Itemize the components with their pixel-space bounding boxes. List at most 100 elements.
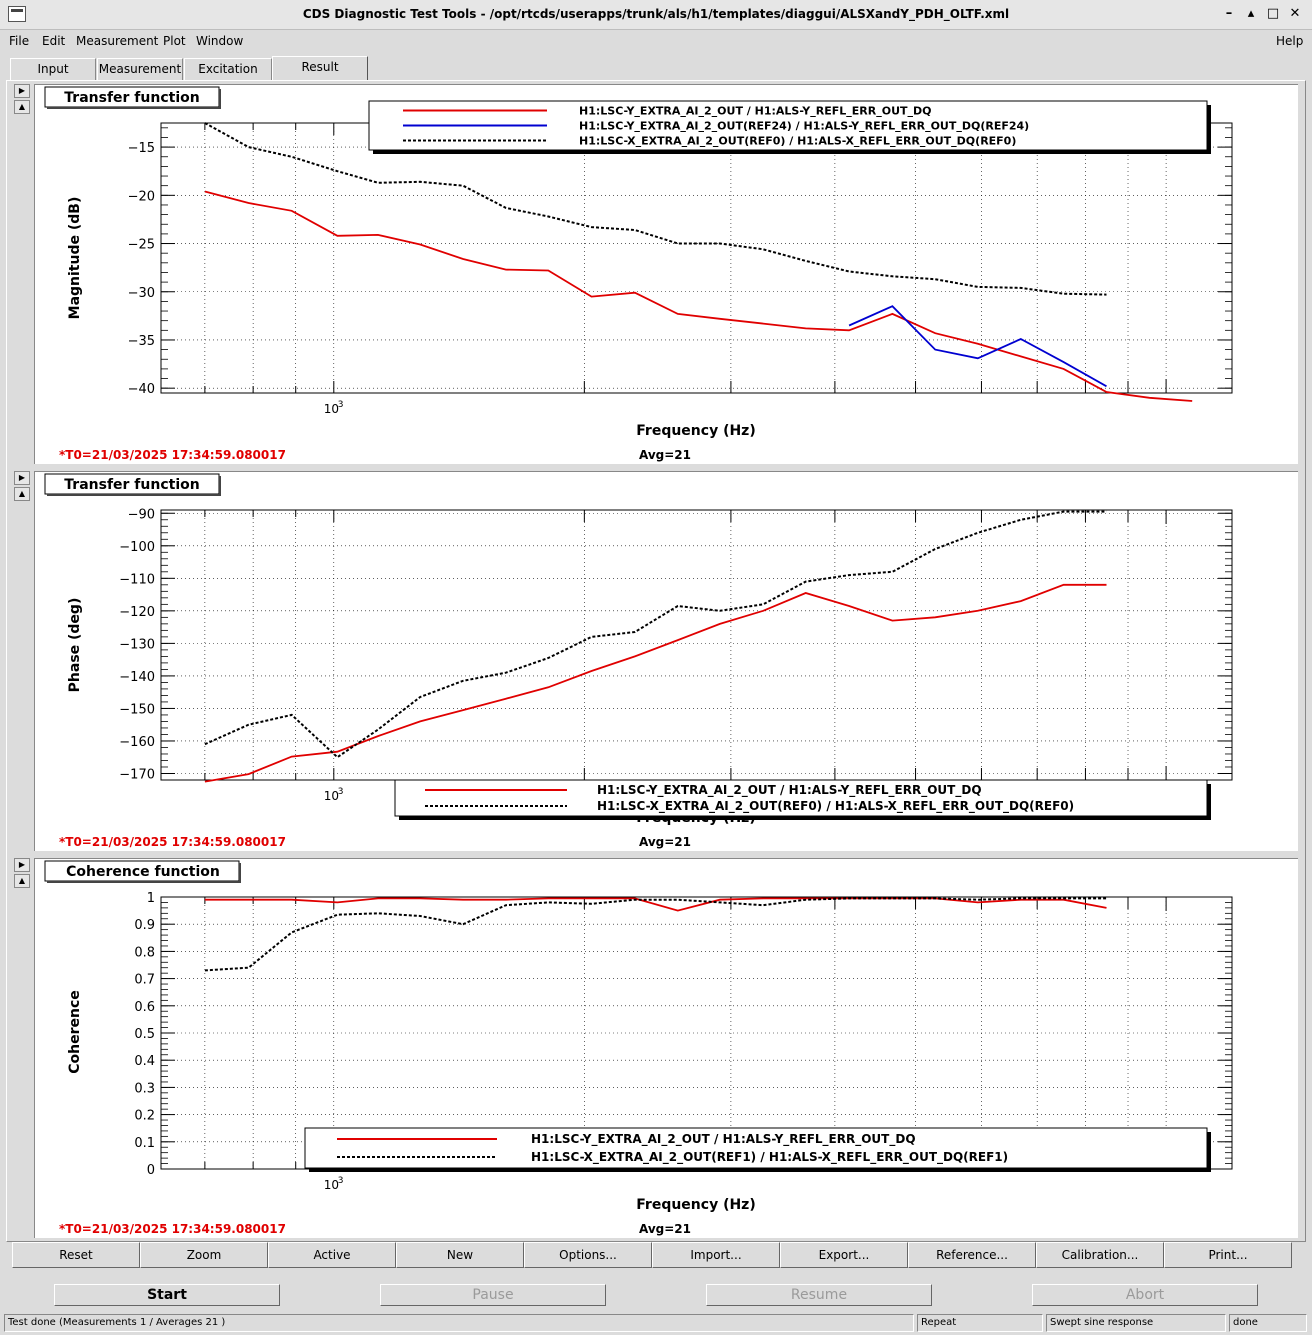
- title-bar: CDS Diagnostic Test Tools - /opt/rtcds/u…: [0, 0, 1312, 30]
- average-count: Avg=21: [639, 835, 691, 849]
- series-line: [204, 897, 1107, 912]
- start-button[interactable]: Start: [54, 1284, 280, 1306]
- menu-file[interactable]: File: [9, 34, 30, 48]
- y-tick-label: 0.9: [134, 918, 155, 933]
- maximize-button[interactable]: □: [1266, 6, 1280, 21]
- x-tick-label-exponent: 3: [338, 400, 344, 410]
- y-tick-label: 0: [147, 1163, 155, 1178]
- print-button[interactable]: Print...: [1164, 1242, 1292, 1268]
- close-button[interactable]: ✕: [1289, 6, 1301, 21]
- options-button[interactable]: Options...: [524, 1242, 652, 1268]
- menu-edit[interactable]: Edit: [42, 34, 66, 48]
- status-message: Test done (Measurements 1 / Averages 21 …: [4, 1314, 914, 1332]
- y-tick-label: −15: [128, 141, 155, 156]
- y-axis-label: Magnitude (dB): [67, 197, 83, 320]
- legend-label: H1:LSC-X_EXTRA_AI_2_OUT(REF1) / H1:ALS-X…: [531, 1150, 1008, 1165]
- x-axis-label: Frequency (Hz): [636, 1197, 755, 1213]
- y-axis-label: Coherence: [67, 990, 83, 1074]
- y-tick-label: 1: [147, 891, 155, 906]
- zoom-button[interactable]: Zoom: [140, 1242, 268, 1268]
- tab-bar: Input Measurement Excitation Result: [0, 56, 1312, 80]
- calibration-button[interactable]: Calibration...: [1036, 1242, 1164, 1268]
- y-tick-label: 0.8: [134, 945, 155, 960]
- menu-help[interactable]: Help: [1276, 34, 1304, 48]
- legend-label: H1:LSC-Y_EXTRA_AI_2_OUT / H1:ALS-Y_REFL_…: [579, 105, 931, 118]
- y-tick-label: −150: [119, 702, 155, 717]
- app-icon: [8, 6, 26, 22]
- menu-window[interactable]: Window: [196, 34, 244, 48]
- shade-button[interactable]: ▴: [1247, 6, 1255, 21]
- y-tick-label: −140: [119, 670, 155, 685]
- y-tick-label: 0.2: [134, 1109, 155, 1124]
- x-axis-label: Frequency (Hz): [636, 423, 755, 439]
- new-button[interactable]: New: [396, 1242, 524, 1268]
- tab-measurement[interactable]: Measurement: [97, 58, 183, 80]
- reference-button[interactable]: Reference...: [908, 1242, 1036, 1268]
- menu-plot[interactable]: Plot: [163, 34, 186, 48]
- import-button[interactable]: Import...: [652, 1242, 780, 1268]
- series-line: [204, 897, 1107, 972]
- series-line: [204, 190, 1193, 402]
- phase-panel: 103−90−100−110−120−130−140−150−160−170 F…: [34, 471, 1298, 851]
- status-bar: Test done (Measurements 1 / Averages 21 …: [0, 1312, 1312, 1335]
- panel-title: Coherence function: [66, 864, 220, 880]
- tab-result[interactable]: Result: [272, 56, 368, 80]
- export-button[interactable]: Export...: [780, 1242, 908, 1268]
- plot-frame: [160, 122, 1233, 394]
- panel-title: Transfer function: [64, 477, 199, 493]
- y-tick-label: −90: [128, 507, 155, 522]
- collapse-icon[interactable]: ▲: [14, 487, 30, 501]
- phase-chart[interactable]: 103−90−100−110−120−130−140−150−160−170 F…: [35, 472, 1299, 852]
- minimize-button[interactable]: –: [1225, 6, 1233, 21]
- legend-label: H1:LSC-Y_EXTRA_AI_2_OUT / H1:ALS-Y_REFL_…: [597, 783, 982, 798]
- t0-timestamp: *T0=21/03/2025 17:34:59.080017: [59, 448, 286, 462]
- y-axis-label: Phase (deg): [67, 598, 83, 693]
- y-tick-label: −25: [128, 238, 155, 253]
- y-tick-label: −35: [128, 334, 155, 349]
- y-tick-label: 0.7: [134, 973, 155, 988]
- x-tick-label-exponent: 3: [338, 787, 344, 797]
- expand-icon[interactable]: ▶: [14, 858, 30, 872]
- y-tick-label: −100: [119, 540, 155, 555]
- series-line: [204, 122, 1107, 296]
- legend-label: H1:LSC-Y_EXTRA_AI_2_OUT / H1:ALS-Y_REFL_…: [531, 1132, 916, 1147]
- collapse-icon[interactable]: ▲: [14, 874, 30, 888]
- series-line: [848, 305, 1107, 388]
- x-tick-label-exponent: 3: [338, 1176, 344, 1186]
- magnitude-chart[interactable]: 103 −15 −20 −25 −30 −35 −40 H1:LSC-Y_EXTRA_AI_…: [35, 85, 1299, 465]
- t0-timestamp: *T0=21/03/2025 17:34:59.080017: [59, 1222, 286, 1236]
- legend-box: [394, 779, 1208, 817]
- y-tick-label: −20: [128, 189, 155, 204]
- legend-label: H1:LSC-X_EXTRA_AI_2_OUT(REF0) / H1:ALS-X…: [579, 135, 1016, 148]
- pause-button[interactable]: Pause: [380, 1284, 606, 1306]
- window-title: CDS Diagnostic Test Tools - /opt/rtcds/u…: [302, 7, 1010, 21]
- coherence-panel: 10 3 0 0.1 0.2 0.3 0.4 0.5 0.6 0.7 0.8 0.9 1 H1:LSC-…: [34, 858, 1298, 1238]
- series-line: [204, 583, 1107, 783]
- expand-icon[interactable]: ▶: [14, 84, 30, 98]
- menu-bar: File Edit Measurement Plot Window Help: [0, 31, 1312, 53]
- average-count: Avg=21: [639, 448, 691, 462]
- plot-toolbar: Reset Zoom Active New Options... Import.…: [12, 1242, 1294, 1268]
- result-page: [6, 80, 1306, 1242]
- tab-input[interactable]: Input: [10, 58, 96, 80]
- tab-excitation[interactable]: Excitation: [184, 58, 272, 80]
- x-tick-label: 10: [324, 1178, 339, 1192]
- plot-frame: [160, 509, 1233, 781]
- reset-button[interactable]: Reset: [12, 1242, 140, 1268]
- y-tick-label: −40: [128, 382, 155, 397]
- y-tick-label: 0.4: [134, 1054, 155, 1069]
- status-state: done: [1229, 1314, 1307, 1332]
- coherence-chart[interactable]: 103 0 0.1 0.2 0.3 0.4 0.5 0.6 0.7 0.8 0.9 1 H1:LSC-…: [35, 859, 1299, 1239]
- status-mode: Swept sine response: [1046, 1314, 1226, 1332]
- t0-timestamp: *T0=21/03/2025 17:34:59.080017: [59, 835, 286, 849]
- legend-label: H1:LSC-X_EXTRA_AI_2_OUT(REF0) / H1:ALS-X…: [597, 799, 1074, 814]
- resume-button[interactable]: Resume: [706, 1284, 932, 1306]
- abort-button[interactable]: Abort: [1032, 1284, 1258, 1306]
- collapse-icon[interactable]: ▲: [14, 100, 30, 114]
- y-tick-label: −170: [119, 767, 155, 782]
- active-button[interactable]: Active: [268, 1242, 396, 1268]
- expand-icon[interactable]: ▶: [14, 471, 30, 485]
- menu-measurement[interactable]: Measurement: [76, 34, 159, 48]
- x-tick-label: 10: [324, 789, 339, 803]
- y-tick-label: −130: [119, 637, 155, 652]
